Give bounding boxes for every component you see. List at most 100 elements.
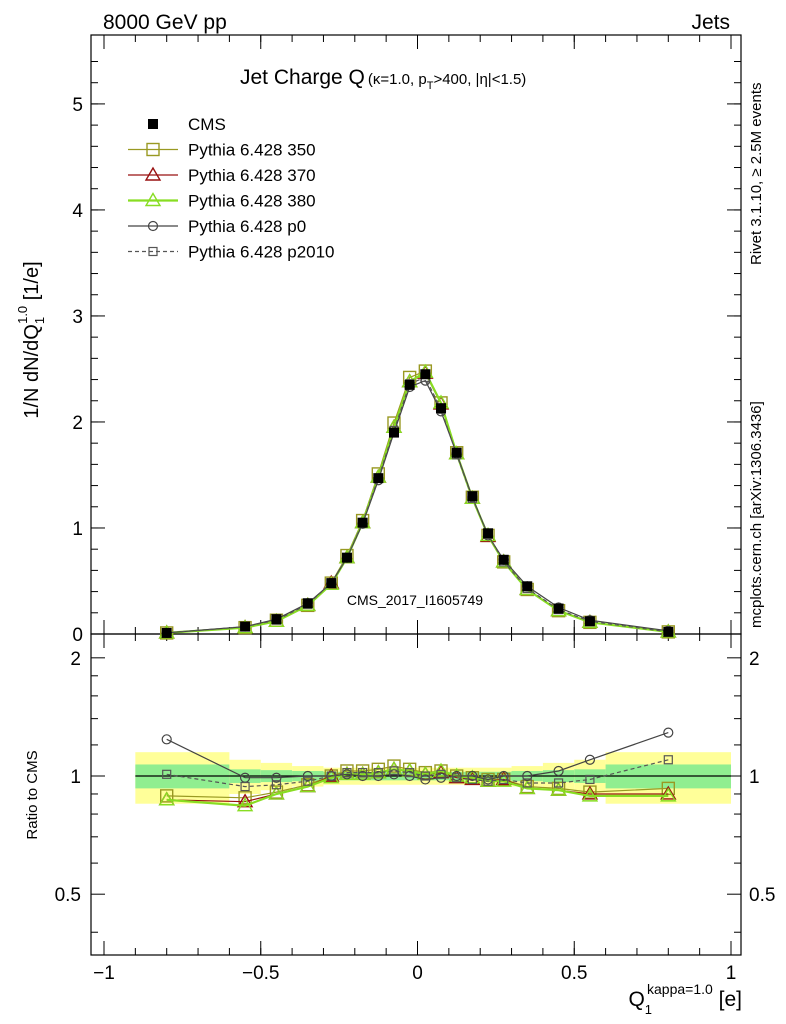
data-point	[483, 528, 494, 539]
ratio-point	[663, 727, 674, 738]
data-point	[240, 621, 251, 632]
ratio-point	[522, 770, 533, 782]
ratio-point	[159, 789, 174, 803]
x-tick-label: −0.5	[242, 963, 280, 984]
y-tick-label: 5	[72, 95, 83, 116]
legend-label: Pythia 6.428 p0	[188, 217, 306, 236]
data-point	[373, 473, 384, 484]
data-point	[436, 403, 447, 414]
ratio-point	[326, 771, 336, 781]
ratio-point	[161, 734, 172, 745]
x-tick-label: 1	[726, 963, 737, 984]
ratio-tick-label-right: 2	[749, 649, 760, 670]
legend-marker	[147, 220, 159, 232]
data-series	[158, 363, 677, 812]
ratio-tick-label: 0.5	[55, 885, 81, 906]
rivet-version-label: Rivet 3.1.10, ≥ 2.5M events	[748, 83, 765, 266]
ratio-point	[405, 768, 415, 778]
series-0	[161, 369, 674, 638]
data-point	[326, 578, 337, 589]
data-point	[584, 616, 595, 627]
xlabel: Q1kappa=1.0 [e]	[628, 981, 742, 1017]
data-point	[271, 614, 282, 625]
main-ylabel: 1/N dN/dQ11.0 [1/e]	[15, 261, 47, 418]
ratio-point	[663, 755, 673, 765]
ratio-point	[236, 797, 254, 812]
ratio-point	[499, 774, 509, 785]
data-point	[161, 627, 172, 638]
ratio-point	[584, 754, 596, 765]
data-point	[357, 517, 368, 528]
data-point	[388, 427, 399, 438]
data-point	[498, 554, 509, 565]
ratio-point	[389, 766, 399, 776]
ratio-point	[436, 769, 446, 779]
legend-label: Pythia 6.428 370	[188, 166, 316, 185]
series-5	[162, 372, 673, 792]
legend: CMS Pythia 6.428 350 Pythia 6.428 370 Pythi…	[128, 115, 335, 262]
ratio-point	[358, 768, 368, 778]
ratio-point	[553, 765, 564, 777]
data-point	[341, 552, 352, 563]
y-tick-label: 3	[72, 307, 83, 328]
ratio-point	[342, 768, 352, 778]
legend-marker	[148, 119, 158, 129]
data-point	[663, 626, 674, 637]
data-point	[420, 369, 431, 380]
ratio-point	[660, 785, 677, 800]
data-point	[522, 581, 533, 592]
ratio-point	[483, 776, 493, 786]
ratio-point	[585, 774, 595, 785]
y-tick-label: 2	[72, 413, 83, 434]
legend-label: Pythia 6.428 350	[188, 141, 316, 160]
ratio-point	[158, 791, 175, 806]
series-2	[158, 364, 677, 808]
legend-marker	[144, 166, 162, 181]
x-tick-label: 0.5	[561, 963, 587, 984]
legend-marker	[144, 192, 162, 207]
y-tick-label: 0	[72, 625, 83, 646]
ratio-point	[467, 774, 477, 785]
y-tick-label: 1	[72, 519, 83, 540]
x-tick-label: 0	[412, 963, 423, 984]
main-ylabel-text: 1/N dN/dQ11.0 [1/e]	[15, 261, 47, 418]
ratio-point	[162, 769, 172, 779]
ratio-point	[581, 787, 599, 802]
y-tick-label: 4	[72, 201, 83, 222]
ratio-point	[240, 781, 250, 792]
ratio-point	[271, 780, 282, 790]
data-point	[404, 379, 415, 390]
ratio-point	[387, 759, 401, 773]
plot-frames	[90, 34, 742, 956]
ratio-ylabel: Ratio to CMS	[24, 750, 41, 839]
chart-title-main: Jet Charge Q	[240, 66, 365, 89]
legend-label: Pythia 6.428 p2010	[188, 243, 335, 262]
ratio-tick-label: 1	[70, 767, 81, 788]
axis-ticks: −1 −0.5 0 0.5 1 0 1 2 3 4 5 0.5 0.5 1 1 2 2	[55, 35, 775, 984]
ratio-tick-label: 2	[70, 649, 81, 670]
ratio-point	[238, 791, 252, 805]
x-tick-label: −1	[93, 963, 115, 984]
ratio-tick-label-right: 1	[749, 767, 760, 788]
legend-marker	[148, 246, 158, 257]
ratio-tick-label-right: 0.5	[749, 885, 775, 906]
ratio-point	[420, 771, 430, 781]
ratio-point	[660, 787, 677, 802]
ratio-point	[268, 785, 285, 800]
mcplots-label: mcplots.cern.ch [arXiv:1306.3436]	[748, 401, 765, 628]
ratio-plot-frame	[90, 633, 742, 956]
ratio-point	[373, 768, 383, 778]
series-4	[161, 375, 674, 785]
header-right: Jets	[691, 11, 730, 34]
ratio-point	[550, 781, 567, 796]
ratio-point	[522, 778, 532, 788]
data-point	[302, 598, 313, 609]
chart-title: Jet Charge Q (κ=1.0, pT>400, |η|<1.5)	[240, 66, 526, 92]
legend-label: Pythia 6.428 380	[188, 192, 316, 211]
legend-label: CMS	[188, 115, 226, 134]
legend-marker	[146, 142, 160, 157]
data-point	[467, 491, 478, 502]
header-left: 8000 GeV pp	[103, 11, 227, 34]
ratio-point	[371, 762, 386, 777]
